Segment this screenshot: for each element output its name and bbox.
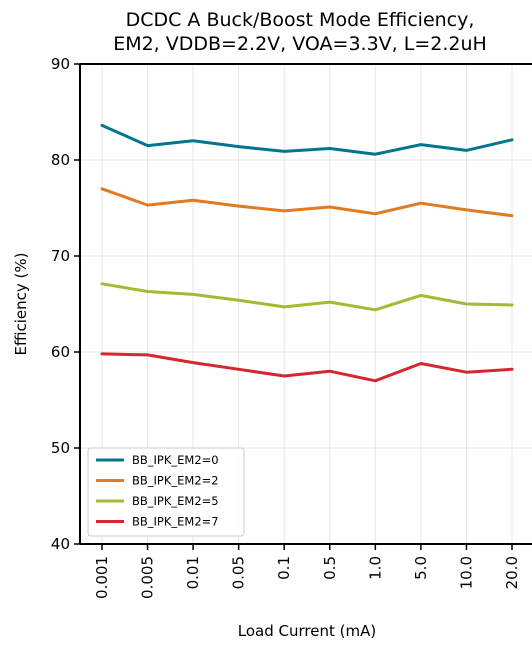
x-tick-label: 0.001 xyxy=(93,556,111,599)
legend-label-0: BB_IPK_EM2=0 xyxy=(132,453,219,467)
x-tick-label: 0.005 xyxy=(139,556,157,599)
legend-label-3: BB_IPK_EM2=7 xyxy=(132,515,219,529)
y-tick-label: 50 xyxy=(51,439,70,457)
y-tick-label: 70 xyxy=(51,247,70,265)
x-tick-label: 10.0 xyxy=(457,556,475,589)
y-tick-label: 80 xyxy=(51,151,70,169)
y-tick-label: 60 xyxy=(51,343,70,361)
x-tick-label: 0.01 xyxy=(184,556,202,589)
series-line-3 xyxy=(100,352,514,383)
legend-label-1: BB_IPK_EM2=2 xyxy=(132,474,219,488)
legend-label-2: BB_IPK_EM2=5 xyxy=(132,494,219,508)
x-tick-label: 1.0 xyxy=(366,556,384,580)
x-tick-label: 5.0 xyxy=(412,556,430,580)
series-line-1 xyxy=(100,187,514,218)
x-tick-label: 0.05 xyxy=(230,556,248,589)
x-axis-label: Load Current (mA) xyxy=(238,622,376,640)
y-axis-label: Efficiency (%) xyxy=(12,253,30,356)
y-axis-ticks: 40 50 60 70 80 90 xyxy=(51,55,80,553)
chart-title-line-1: DCDC A Buck/Boost Mode Efficiency, xyxy=(126,9,475,31)
series-line-0 xyxy=(100,123,514,156)
series-layer xyxy=(100,123,514,383)
legend: BB_IPK_EM2=0 BB_IPK_EM2=2 BB_IPK_EM2=5 BB_I… xyxy=(87,447,245,537)
x-tick-label: 0.5 xyxy=(321,556,339,580)
chart-title-line-2: EM2, VDDB=2.2V, VOA=3.3V, L=2.2uH xyxy=(113,33,487,55)
x-tick-label: 0.1 xyxy=(275,556,293,580)
legend-box xyxy=(87,447,245,537)
x-axis-ticks: 0.001 0.005 0.01 0.05 0.1 0.5 1.0 5.0 10.0 20.0 xyxy=(93,544,521,599)
y-tick-label: 90 xyxy=(51,55,70,73)
x-tick-label: 20.0 xyxy=(503,556,521,589)
y-tick-label: 40 xyxy=(51,535,70,553)
series-line-2 xyxy=(100,282,514,312)
plot-frame xyxy=(79,63,532,545)
